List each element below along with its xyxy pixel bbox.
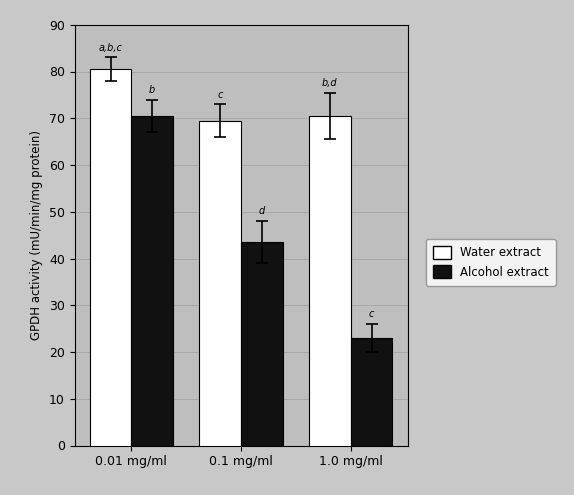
Text: d: d xyxy=(259,206,265,216)
Bar xyxy=(351,338,393,446)
Text: b: b xyxy=(149,85,156,95)
Bar xyxy=(309,116,351,446)
Text: a,b,c: a,b,c xyxy=(99,43,122,53)
Y-axis label: GPDH activity (mU/min/mg protein): GPDH activity (mU/min/mg protein) xyxy=(30,130,44,340)
Text: c: c xyxy=(218,90,223,99)
Bar xyxy=(131,116,173,446)
Bar xyxy=(241,242,283,446)
Bar xyxy=(90,69,131,446)
Text: c: c xyxy=(369,309,374,319)
Legend: Water extract, Alcohol extract: Water extract, Alcohol extract xyxy=(426,239,556,286)
Text: b,d: b,d xyxy=(322,78,338,88)
Bar xyxy=(199,121,241,446)
